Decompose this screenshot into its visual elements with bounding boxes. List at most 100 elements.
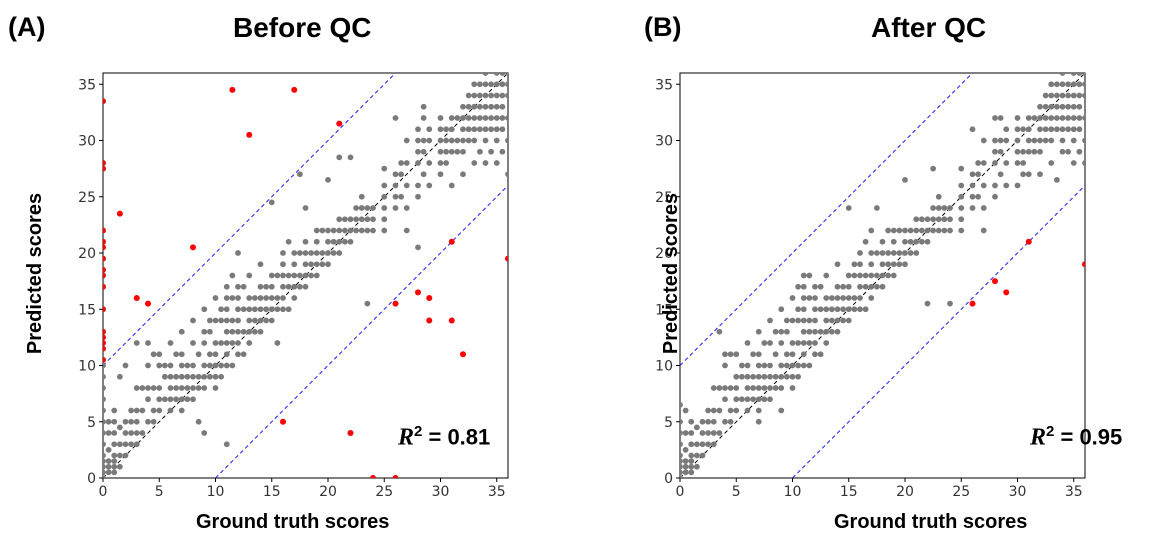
data-point [308,261,315,268]
data-point [918,216,925,223]
data-point [688,430,695,436]
data-point [330,227,337,234]
panel-after-qc: (B) After QC 0 5 10 15 20 25 30 35 0 5 10 15 20 25 30 3… [575,0,1150,536]
data-point [1042,115,1049,121]
data-point [482,73,489,76]
data-point [116,452,123,459]
data-point [103,373,106,380]
data-point [800,328,807,335]
data-point [868,295,875,301]
data-point [1020,171,1027,178]
data-point [105,469,112,476]
outlier-point [280,418,286,425]
r-squared-annotation: R2 = 0.95 [1030,423,1122,451]
outlier-point [291,86,298,93]
data-point [218,340,225,346]
data-point [403,182,410,189]
data-point [212,295,219,301]
data-point [460,126,466,133]
data-point [218,362,225,369]
x-tick-label: 10 [207,484,225,500]
data-point [398,171,405,178]
outlier-point [116,210,123,217]
data-point [381,216,388,223]
data-point [755,351,762,358]
data-point [975,171,982,178]
data-point [364,205,371,211]
data-point [499,115,506,121]
y-tick-label: 15 [78,302,96,318]
data-point [1037,115,1043,121]
data-point [493,103,500,110]
outlier-point [103,356,106,363]
data-point [336,250,343,256]
data-point [907,238,914,245]
chart-title: After QC [871,12,987,43]
data-point [257,317,264,324]
data-point [727,418,734,425]
plot-area [680,73,1085,478]
data-point [879,272,886,279]
data-point [336,227,343,234]
data-point [705,441,712,448]
outlier-point [415,289,421,296]
data-point [156,385,163,391]
data-point [133,407,140,414]
outlier-point [145,300,151,307]
data-point [353,227,360,234]
outlier-point [969,300,976,307]
data-point [806,272,813,279]
data-point [857,283,863,290]
data-point [1076,103,1083,110]
data-point [1059,81,1066,88]
data-point [935,227,942,234]
data-point [1076,148,1083,155]
data-point [133,441,140,448]
data-point [1065,126,1072,133]
data-point [980,160,987,166]
data-point [918,238,925,245]
data-point [235,295,241,301]
panel-letter: (A) [8,12,46,42]
data-point [980,205,987,211]
data-point [145,418,151,425]
data-point [246,317,253,324]
data-point [493,115,500,121]
data-point [358,193,365,200]
data-point [167,340,174,346]
data-point [161,396,168,403]
data-point [1042,137,1049,144]
data-point [263,283,270,290]
data-point [857,272,863,279]
data-point [103,362,106,369]
data-point [415,148,421,155]
data-point [505,81,508,88]
outlier-point [103,328,106,335]
data-point [744,340,751,346]
data-point [1048,137,1055,144]
data-point [116,463,123,470]
data-point [280,261,286,268]
data-point [364,227,371,234]
data-point [415,193,421,200]
data-point [834,261,841,268]
data-point [795,283,802,290]
data-point [122,452,129,459]
data-point [1082,81,1085,88]
data-point [902,238,908,245]
data-point [1003,160,1010,166]
data-point [845,306,852,313]
data-point [122,418,129,425]
data-point [325,238,331,245]
data-point [992,182,998,189]
data-point [223,306,230,313]
data-point [1070,92,1077,99]
data-point [1037,171,1043,178]
data-point [1042,126,1049,133]
data-point [688,458,695,465]
data-point [190,317,196,324]
data-point [902,261,908,268]
data-point [1082,73,1085,76]
data-point [156,407,163,414]
outlier-point [103,238,106,245]
